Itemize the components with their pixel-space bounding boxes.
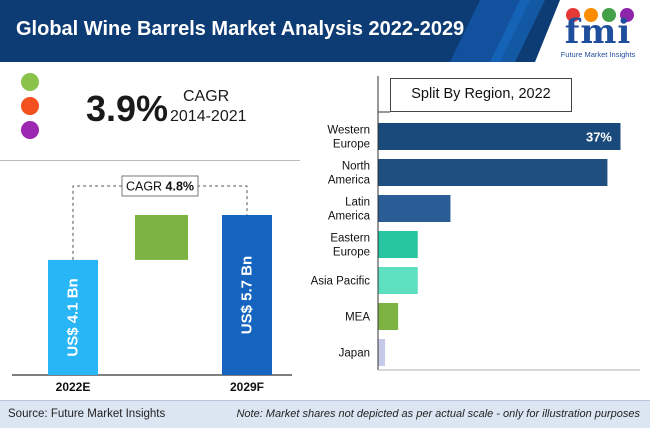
dot-purple-icon: [21, 121, 39, 139]
cagr-connector: [72, 185, 248, 260]
bar-value-label: US$ 5.7 Bn: [239, 256, 256, 334]
region-bar: [378, 339, 386, 366]
region-bar-value: 37%: [586, 130, 612, 145]
cagr-badge-text: CAGR 4.8%: [126, 180, 194, 194]
brand-logo: fmi Future Market Insights: [548, 4, 648, 60]
logo-dot-purple: [620, 8, 634, 22]
region-label: Western: [327, 125, 370, 137]
region-label: Europe: [333, 139, 370, 151]
region-label: Latin: [345, 197, 370, 209]
header-banner: Global Wine Barrels Market Analysis 2022…: [0, 0, 650, 62]
region-chart-title: Split By Region, 2022: [390, 78, 572, 112]
x-tick-label: 2022E: [56, 380, 91, 394]
bar-2029F: [222, 215, 272, 375]
region-label: Japan: [339, 348, 370, 360]
region-bar: [378, 231, 418, 258]
cagr-value: 3.9%: [86, 88, 169, 129]
region-label: Europe: [333, 247, 370, 259]
cagr-badge-label: CAGR: [126, 180, 166, 194]
region-label: America: [328, 175, 371, 187]
legend-dots: [21, 73, 39, 139]
dot-orange-icon: [21, 97, 39, 115]
logo-wordmark: fmi: [564, 12, 632, 52]
logo-dots: [566, 8, 636, 22]
region-bar: [378, 195, 451, 222]
header-stripe: [490, 0, 545, 62]
logo-dot-orange: [584, 8, 598, 22]
region-label: Eastern: [330, 233, 370, 245]
cagr-badge-value: 4.8%: [166, 180, 195, 194]
bar-value-label: US$ 4.1 Bn: [65, 278, 82, 356]
note-text: Note: Market shares not depicted as per …: [236, 408, 640, 420]
section-divider: [0, 160, 300, 161]
source-text: Source: Future Market Insights: [8, 408, 166, 420]
header-stripe: [450, 0, 530, 62]
dot-green-icon: [21, 73, 39, 91]
cagr-badge: [121, 175, 199, 197]
region-bar: [378, 303, 399, 330]
x-tick-label: 2029F: [230, 380, 264, 394]
footer-bar: Source: Future Market Insights Note: Mar…: [0, 400, 650, 428]
region-label: North: [342, 161, 370, 173]
region-bar: [378, 267, 418, 294]
growth-increment-block: [135, 215, 188, 260]
logo-dot-green: [602, 8, 616, 22]
header-background: [0, 0, 560, 62]
logo-dot-red: [566, 8, 580, 22]
region-label: MEA: [345, 312, 370, 324]
bar-2022E: [48, 259, 98, 375]
header-band: [0, 0, 560, 62]
region-label: Asia Pacific: [311, 276, 371, 288]
logo-subtitle: Future Market Insights: [560, 50, 636, 59]
cagr-period: 2014-2021: [170, 108, 247, 125]
page-title: Global Wine Barrels Market Analysis 2022…: [16, 18, 465, 40]
region-label: America: [328, 211, 371, 223]
cagr-label: CAGR: [183, 88, 230, 105]
region-bar: [378, 159, 608, 186]
region-bar: [378, 123, 621, 150]
